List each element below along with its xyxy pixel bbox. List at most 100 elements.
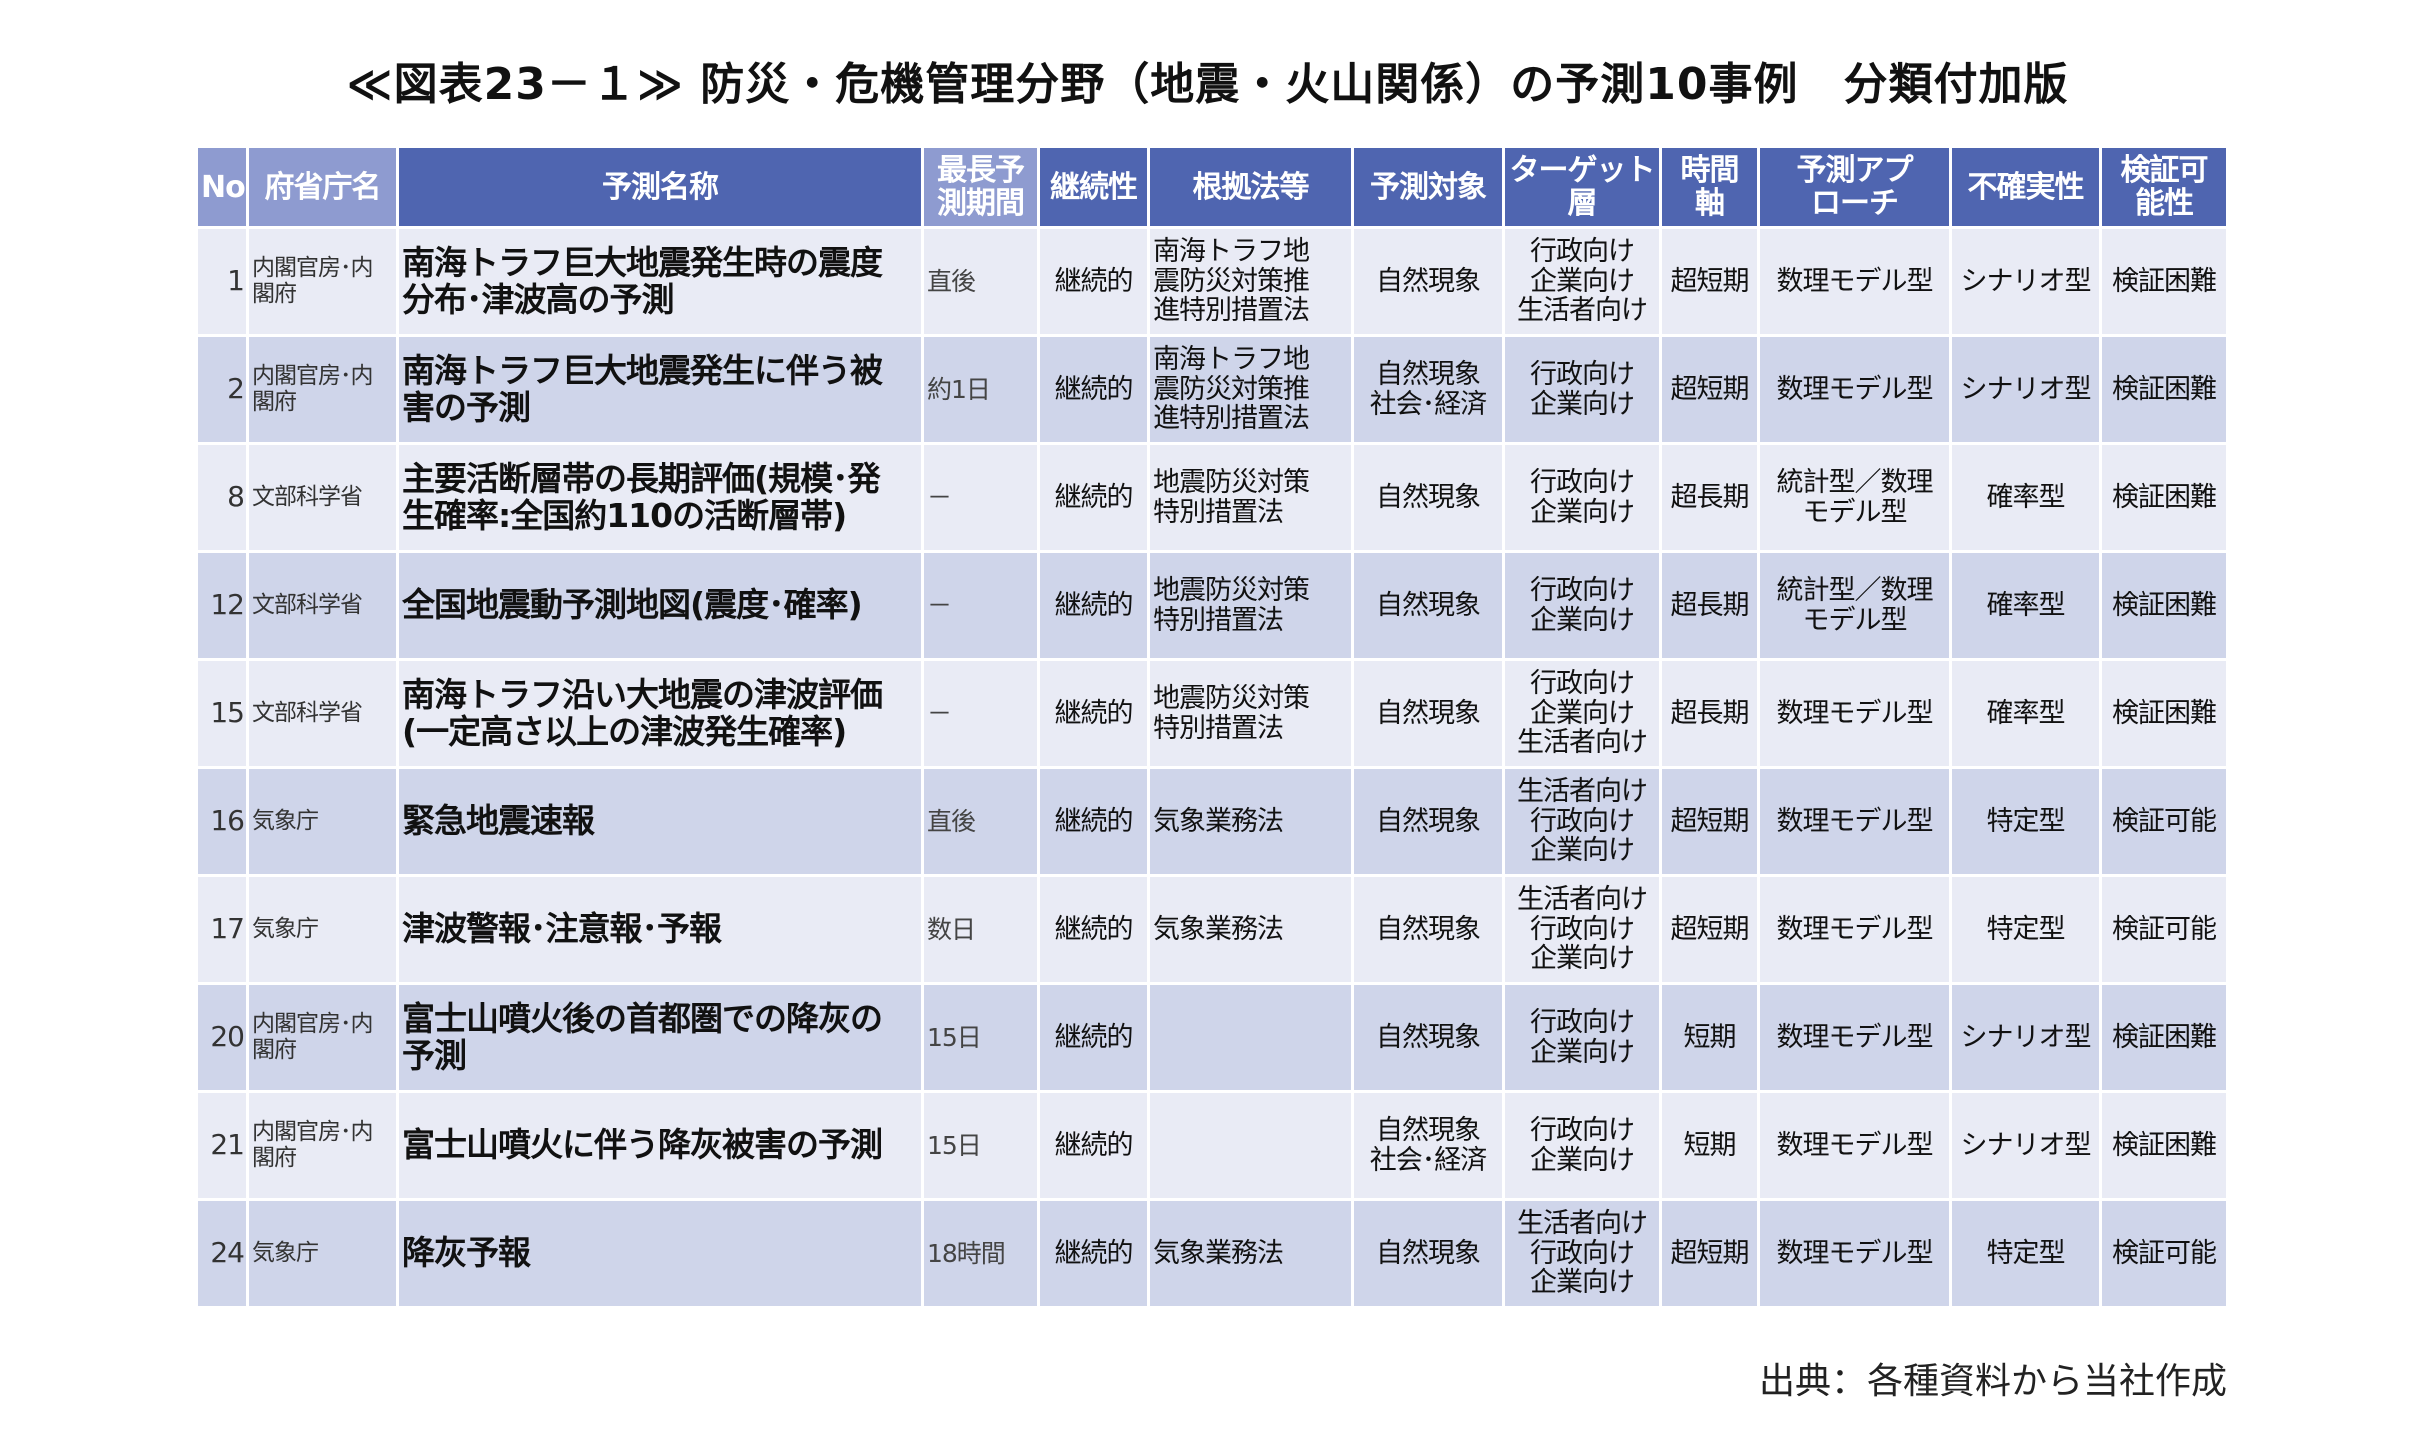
- cell-approach: 数理モデル型: [1757, 766, 1952, 877]
- cell-audience: 生活者向け 行政向け 企業向け: [1502, 766, 1662, 877]
- cell-approach: 数理モデル型: [1757, 982, 1952, 1093]
- figure-title: ≪図表23－１≫ 防災・危機管理分野（地震・火山関係）の予測10事例 分類付加版: [346, 59, 2069, 110]
- cell-timeframe: 超長期: [1659, 442, 1760, 553]
- cell-uncertainty: 確率型: [1949, 550, 2102, 661]
- header-law: 根拠法等: [1147, 145, 1354, 229]
- cell-no: 21: [195, 1090, 249, 1201]
- cell-continuity: 継続的: [1037, 334, 1150, 445]
- cell-target: 自然現象: [1351, 1198, 1505, 1309]
- cell-timeframe: 短期: [1659, 1090, 1760, 1201]
- cell-continuity: 継続的: [1037, 226, 1150, 337]
- cell-name: 全国地震動予測地図(震度･確率): [396, 550, 924, 661]
- cell-audience: 行政向け 企業向け: [1502, 334, 1662, 445]
- header-uncertainty: 不確実性: [1949, 145, 2102, 229]
- cell-law: [1147, 1090, 1354, 1201]
- cell-verifiability: 検証困難: [2099, 442, 2229, 553]
- table-row: 8 文部科学省 主要活断層帯の長期評価(規模･発 生確率:全国約110の活断層帯) －…: [195, 442, 2229, 553]
- cell-timeframe: 超短期: [1659, 334, 1760, 445]
- cell-timeframe: 短期: [1659, 982, 1760, 1093]
- cell-audience: 行政向け 企業向け 生活者向け: [1502, 226, 1662, 337]
- cell-target: 自然現象: [1351, 874, 1505, 985]
- cell-agency: 文部科学省: [246, 550, 399, 661]
- cell-timeframe: 超長期: [1659, 550, 1760, 661]
- cell-timeframe: 超長期: [1659, 658, 1760, 769]
- cell-uncertainty: シナリオ型: [1949, 334, 2102, 445]
- cell-audience: 行政向け 企業向け: [1502, 550, 1662, 661]
- cell-timeframe: 超短期: [1659, 874, 1760, 985]
- cell-uncertainty: 特定型: [1949, 874, 2102, 985]
- cell-name: 主要活断層帯の長期評価(規模･発 生確率:全国約110の活断層帯): [396, 442, 924, 553]
- cell-target: 自然現象: [1351, 442, 1505, 553]
- cell-target: 自然現象 社会･経済: [1351, 334, 1505, 445]
- cell-approach: 数理モデル型: [1757, 334, 1952, 445]
- cell-approach: 数理モデル型: [1757, 1090, 1952, 1201]
- cell-no: 17: [195, 874, 249, 985]
- cell-law: 地震防災対策 特別措置法: [1147, 658, 1354, 769]
- cell-continuity: 継続的: [1037, 1198, 1150, 1309]
- cell-verifiability: 検証困難: [2099, 334, 2229, 445]
- cell-name: 降灰予報: [396, 1198, 924, 1309]
- cell-verifiability: 検証可能: [2099, 874, 2229, 985]
- cell-agency: 内閣官房･内 閣府: [246, 1090, 399, 1201]
- cell-audience: 行政向け 企業向け: [1502, 1090, 1662, 1201]
- cell-verifiability: 検証可能: [2099, 766, 2229, 877]
- cell-uncertainty: 確率型: [1949, 442, 2102, 553]
- cell-uncertainty: 特定型: [1949, 766, 2102, 877]
- header-audience: ターゲット 層: [1502, 145, 1662, 229]
- cell-approach: 数理モデル型: [1757, 658, 1952, 769]
- cell-no: 2: [195, 334, 249, 445]
- table-row: 12 文部科学省 全国地震動予測地図(震度･確率) －継続的 地震防災対策 特別措置法自…: [195, 550, 2229, 661]
- cell-verifiability: 検証困難: [2099, 550, 2229, 661]
- cell-period: 15日: [921, 1090, 1040, 1201]
- cell-law: 気象業務法: [1147, 766, 1354, 877]
- cell-approach: 統計型／数理 モデル型: [1757, 550, 1952, 661]
- cell-continuity: 継続的: [1037, 874, 1150, 985]
- cell-target: 自然現象 社会･経済: [1351, 1090, 1505, 1201]
- cell-continuity: 継続的: [1037, 442, 1150, 553]
- cell-target: 自然現象: [1351, 226, 1505, 337]
- header-approach: 予測アプ ローチ: [1757, 145, 1952, 229]
- cell-law: 気象業務法: [1147, 874, 1354, 985]
- header-agency: 府省庁名: [246, 145, 399, 229]
- cell-continuity: 継続的: [1037, 658, 1150, 769]
- cell-law: 南海トラフ地 震防災対策推 進特別措置法: [1147, 226, 1354, 337]
- cell-target: 自然現象: [1351, 658, 1505, 769]
- cell-agency: 気象庁: [246, 874, 399, 985]
- cell-audience: 行政向け 企業向け: [1502, 442, 1662, 553]
- table-row: 1 内閣官房･内 閣府 南海トラフ巨大地震発生時の震度 分布･津波高の予測 直後 継続的…: [195, 226, 2229, 337]
- cell-agency: 文部科学省: [246, 658, 399, 769]
- header-target: 予測対象: [1351, 145, 1505, 229]
- cell-period: －: [921, 550, 1040, 661]
- cell-agency: 内閣官房･内 閣府: [246, 334, 399, 445]
- cell-target: 自然現象: [1351, 982, 1505, 1093]
- cell-law: 気象業務法: [1147, 1198, 1354, 1309]
- cell-uncertainty: シナリオ型: [1949, 1090, 2102, 1201]
- cell-verifiability: 検証困難: [2099, 658, 2229, 769]
- cell-period: 直後: [921, 226, 1040, 337]
- cell-law: 地震防災対策 特別措置法: [1147, 550, 1354, 661]
- cell-continuity: 継続的: [1037, 982, 1150, 1093]
- header-no: No.: [195, 145, 249, 229]
- cell-agency: 内閣官房･内 閣府: [246, 982, 399, 1093]
- cell-audience: 生活者向け 行政向け 企業向け: [1502, 874, 1662, 985]
- table-row: 17 気象庁 津波警報･注意報･予報 数日 継続的 気象業務法 自然現象 生活者向け 行政向け…: [195, 874, 2229, 985]
- cell-verifiability: 検証困難: [2099, 226, 2229, 337]
- cell-name: 津波警報･注意報･予報: [396, 874, 924, 985]
- cell-verifiability: 検証可能: [2099, 1198, 2229, 1309]
- cell-name: 富士山噴火に伴う降灰被害の予測: [396, 1090, 924, 1201]
- cell-uncertainty: シナリオ型: [1949, 982, 2102, 1093]
- cell-period: 約1日: [921, 334, 1040, 445]
- table-row: 16 気象庁 緊急地震速報 直後 継続的 気象業務法 自然現象 生活者向け 行政向け 企業向け…: [195, 766, 2229, 877]
- cell-audience: 生活者向け 行政向け 企業向け: [1502, 1198, 1662, 1309]
- cell-continuity: 継続的: [1037, 550, 1150, 661]
- header-period: 最長予 測期間: [921, 145, 1040, 229]
- cell-law: 地震防災対策 特別措置法: [1147, 442, 1354, 553]
- cell-approach: 数理モデル型: [1757, 874, 1952, 985]
- cell-period: 直後: [921, 766, 1040, 877]
- cell-approach: 数理モデル型: [1757, 1198, 1952, 1309]
- table-row: 20 内閣官房･内 閣府 富士山噴火後の首都圏での降灰の 予測 15日 継続的 自然現象行…: [195, 982, 2229, 1093]
- cell-target: 自然現象: [1351, 550, 1505, 661]
- table-row: 2 内閣官房･内 閣府 南海トラフ巨大地震発生に伴う被 害の予測 約1日 継続的 南海トラ…: [195, 334, 2229, 445]
- cell-target: 自然現象: [1351, 766, 1505, 877]
